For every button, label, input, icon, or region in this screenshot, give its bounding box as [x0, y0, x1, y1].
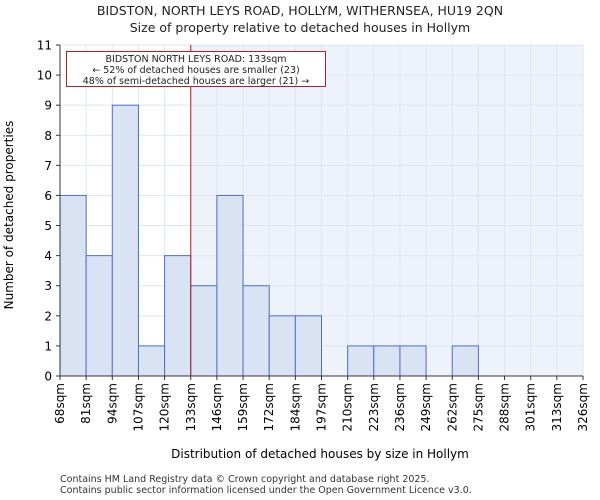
x-tick-label: 262sqm [445, 383, 459, 431]
x-tick-label: 81sqm [79, 383, 93, 424]
x-tick-label: 146sqm [210, 383, 224, 431]
y-tick-label: 11 [37, 39, 52, 53]
annotation-line-1: BIDSTON NORTH LEYS ROAD: 133sqm [105, 54, 287, 65]
footer-line-1: Contains HM Land Registry data © Crown c… [60, 474, 430, 485]
x-tick-label: 288sqm [498, 383, 512, 431]
y-tick-label: 1 [44, 339, 52, 353]
y-axis-label: Number of detached properties [2, 121, 16, 310]
bar [111, 104, 139, 377]
bar [294, 315, 323, 377]
y-tick-label: 5 [44, 219, 52, 233]
x-tick-label: 301sqm [524, 383, 538, 431]
bar [242, 285, 270, 377]
bar [59, 194, 87, 377]
bar [137, 345, 166, 377]
y-tick-label: 10 [37, 69, 52, 83]
annotation-line-2: ← 52% of detached houses are smaller (23… [92, 65, 300, 76]
grid-lines [59, 44, 584, 377]
y-tick-label: 6 [44, 189, 52, 203]
x-tick-label: 210sqm [341, 383, 355, 431]
bar [268, 315, 296, 377]
bar [85, 255, 113, 377]
bar [451, 345, 479, 377]
y-tick-label: 2 [44, 309, 52, 323]
x-tick-label: 223sqm [367, 383, 381, 431]
x-tick-label: 326sqm [576, 383, 590, 431]
bars [59, 104, 479, 377]
x-tick-label: 107sqm [131, 383, 145, 431]
y-tick-label: 9 [44, 99, 52, 113]
x-tick-label: 172sqm [262, 383, 276, 431]
footer-line-2: Contains public sector information licen… [60, 485, 472, 496]
x-tick-label: 94sqm [105, 383, 119, 424]
x-tick-label: 159sqm [236, 383, 250, 431]
y-tick-label: 4 [44, 249, 52, 263]
x-tick-label: 133sqm [184, 383, 198, 431]
y-tick-label: 3 [44, 279, 52, 293]
bar [373, 345, 401, 377]
x-axis-label: Distribution of detached houses by size … [171, 447, 469, 461]
y-tick-labels: 0 1 2 3 4 5 6 7 8 9 10 11 [37, 39, 60, 384]
bar [190, 285, 218, 377]
x-tick-label: 249sqm [419, 383, 433, 431]
x-tick-label: 236sqm [393, 383, 407, 431]
chart-title: BIDSTON, NORTH LEYS ROAD, HOLLYM, WITHER… [96, 3, 504, 18]
x-tick-label: 313sqm [550, 383, 564, 431]
chart-subtitle: Size of property relative to detached ho… [129, 20, 471, 35]
x-tick-label: 184sqm [288, 383, 302, 431]
bar [399, 345, 427, 377]
x-tick-labels: 68sqm 81sqm 94sqm 107sqm 120sqm 133sqm 146sqm 1… [53, 376, 590, 431]
bar [164, 255, 192, 377]
annotation-box: BIDSTON NORTH LEYS ROAD: 133sqm ← 52% of… [66, 51, 326, 87]
bar [347, 345, 375, 377]
y-tick-label: 0 [44, 370, 52, 384]
x-tick-label: 275sqm [471, 383, 485, 431]
y-tick-label: 8 [44, 129, 52, 143]
bar [216, 194, 244, 377]
x-tick-label: 197sqm [315, 383, 329, 431]
x-tick-label: 68sqm [53, 383, 67, 424]
y-tick-label: 7 [44, 159, 52, 173]
annotation-line-3: 48% of semi-detached houses are larger (… [82, 76, 310, 87]
x-tick-label: 120sqm [158, 383, 172, 431]
